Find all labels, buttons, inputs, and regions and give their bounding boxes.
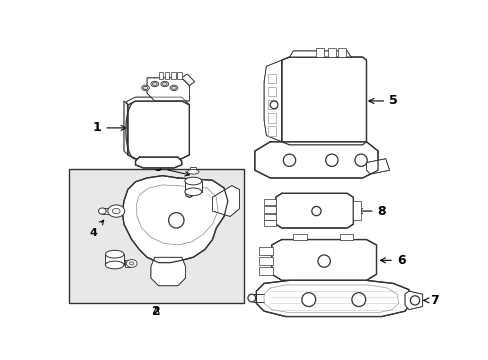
Polygon shape	[404, 291, 422, 310]
Ellipse shape	[105, 261, 123, 269]
Bar	[353, 201, 360, 220]
Ellipse shape	[107, 205, 124, 217]
Text: 6: 6	[380, 254, 405, 267]
Ellipse shape	[152, 82, 157, 86]
Polygon shape	[122, 176, 227, 263]
Circle shape	[409, 296, 419, 305]
Polygon shape	[147, 78, 189, 101]
Polygon shape	[271, 239, 376, 280]
Bar	[158, 72, 163, 78]
Circle shape	[325, 154, 337, 166]
Polygon shape	[256, 280, 412, 316]
Bar	[267, 113, 275, 122]
Polygon shape	[212, 186, 239, 216]
Circle shape	[185, 189, 193, 197]
Circle shape	[247, 294, 255, 302]
Polygon shape	[135, 157, 182, 168]
Ellipse shape	[142, 85, 149, 91]
Bar	[125, 260, 130, 266]
Circle shape	[270, 101, 277, 109]
Ellipse shape	[112, 208, 120, 214]
Text: 8: 8	[357, 204, 386, 217]
Ellipse shape	[126, 260, 137, 267]
Polygon shape	[127, 101, 189, 159]
Bar	[267, 87, 275, 96]
Bar	[164, 72, 169, 78]
Ellipse shape	[129, 262, 134, 265]
Bar	[267, 74, 275, 83]
Bar	[339, 234, 353, 240]
Ellipse shape	[143, 86, 147, 89]
Bar	[327, 48, 335, 57]
Polygon shape	[182, 74, 194, 86]
Circle shape	[168, 213, 183, 228]
Ellipse shape	[184, 177, 202, 185]
Bar	[264, 206, 276, 213]
Bar	[267, 126, 275, 136]
Ellipse shape	[184, 188, 202, 195]
Text: 5: 5	[368, 94, 397, 107]
Ellipse shape	[170, 85, 178, 91]
Ellipse shape	[99, 208, 106, 214]
Circle shape	[351, 293, 365, 306]
Bar	[264, 199, 276, 205]
Bar	[177, 72, 182, 78]
Text: 2: 2	[152, 305, 161, 318]
Ellipse shape	[151, 81, 158, 87]
Circle shape	[311, 206, 321, 216]
Bar	[68, 169, 244, 303]
Ellipse shape	[161, 81, 168, 87]
Bar	[267, 100, 275, 109]
Bar	[171, 72, 175, 78]
Text: 3: 3	[155, 163, 189, 176]
Text: 4: 4	[89, 220, 103, 238]
Bar	[264, 214, 276, 220]
Ellipse shape	[162, 82, 167, 86]
Bar	[258, 247, 272, 255]
Circle shape	[317, 255, 329, 267]
Ellipse shape	[187, 170, 199, 174]
Polygon shape	[151, 257, 185, 286]
Bar	[337, 48, 345, 57]
Bar	[258, 267, 272, 275]
Bar	[102, 208, 115, 214]
Polygon shape	[264, 60, 281, 142]
Bar	[105, 254, 123, 265]
Polygon shape	[281, 57, 366, 145]
Text: 1: 1	[92, 121, 126, 134]
Bar	[316, 48, 324, 57]
Circle shape	[301, 293, 315, 306]
Bar	[190, 167, 196, 172]
Polygon shape	[275, 193, 353, 228]
Circle shape	[354, 154, 366, 166]
Ellipse shape	[105, 250, 123, 258]
Circle shape	[283, 154, 295, 166]
Polygon shape	[289, 51, 350, 57]
Bar	[184, 181, 202, 192]
Polygon shape	[254, 142, 377, 178]
Text: 7: 7	[423, 294, 438, 307]
Ellipse shape	[171, 86, 176, 89]
Polygon shape	[366, 159, 389, 174]
Bar	[264, 220, 276, 226]
Polygon shape	[126, 97, 189, 105]
Bar	[293, 234, 306, 240]
Bar	[258, 257, 272, 265]
Polygon shape	[123, 101, 127, 155]
